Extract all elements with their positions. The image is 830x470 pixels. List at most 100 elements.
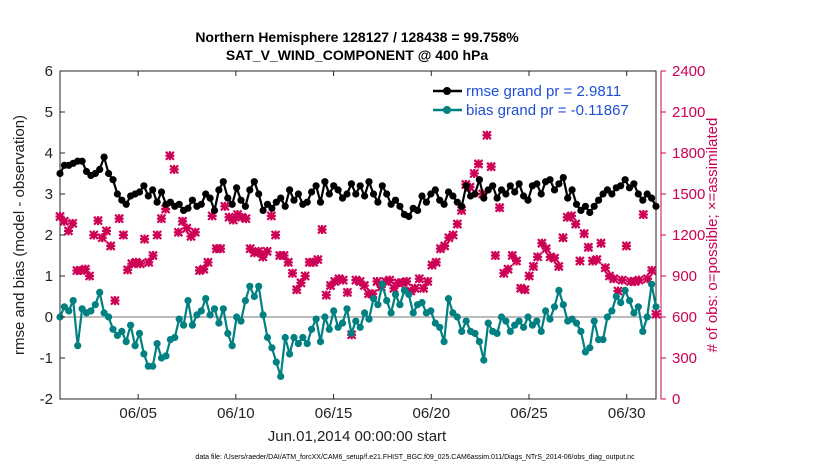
y-axis-ticks: -2 -1 0 1 2 3 4 5 6 xyxy=(40,63,65,408)
bias-point xyxy=(162,352,170,360)
rmse-point xyxy=(347,180,355,188)
obs-point xyxy=(494,202,505,213)
bias-point xyxy=(352,317,360,325)
obs-point xyxy=(118,230,129,240)
x-axis-ticks: 06/05 06/10 06/15 06/20 06/25 06/30 xyxy=(119,71,645,422)
rmse-point xyxy=(237,196,245,204)
rmse-point xyxy=(286,186,294,194)
bias-point xyxy=(69,297,77,305)
y-tick-label: 1 xyxy=(45,268,53,285)
x-tick-label: 06/20 xyxy=(413,405,451,422)
obs-point xyxy=(156,213,167,224)
bias-point xyxy=(590,317,598,325)
bias-point xyxy=(586,344,594,352)
bias-point xyxy=(325,325,333,333)
bias-point xyxy=(383,297,391,305)
rmse-point xyxy=(135,188,144,196)
bias-point xyxy=(612,292,620,301)
bias-point xyxy=(268,344,276,352)
rmse-point xyxy=(241,202,249,210)
rmse-point xyxy=(621,176,629,184)
y-tick-label: -1 xyxy=(40,350,53,367)
y-tick-label: 5 xyxy=(45,104,53,121)
rmse-point xyxy=(533,180,541,188)
bias-line xyxy=(58,282,658,377)
obs-point xyxy=(617,275,627,285)
obs-point xyxy=(59,216,70,227)
obs-point xyxy=(84,271,95,281)
rmse-point xyxy=(277,194,285,202)
rmse-point xyxy=(405,212,413,221)
bias-point xyxy=(175,315,183,323)
rmse-point xyxy=(568,186,576,194)
data-file-footnote: data file: /Users/raeder/DAI/ATM_forcXX/… xyxy=(195,454,635,461)
rmse-point xyxy=(96,165,104,173)
bias-point xyxy=(630,309,638,317)
rmse-point xyxy=(316,198,325,206)
bias-point xyxy=(312,315,320,323)
x-axis-label: Jun.01,2014 00:00:00 start xyxy=(268,428,447,445)
obs-point xyxy=(414,273,425,284)
y-right-tick-label: 0 xyxy=(672,391,680,408)
obs-point xyxy=(651,309,661,320)
bias-point xyxy=(555,286,563,294)
bias-point xyxy=(308,325,316,333)
rmse-point xyxy=(511,188,519,196)
rmse-point xyxy=(78,157,86,165)
obs-point xyxy=(600,263,611,273)
obs-point xyxy=(558,232,568,243)
legend-rmse-label: rmse grand pr = 2.9811 xyxy=(466,83,621,100)
obs-point xyxy=(520,284,530,295)
obs-point xyxy=(283,257,294,268)
legend-bias-label: bias grand pr = -0.11867 xyxy=(466,102,629,119)
y-right-tick-label: 1200 xyxy=(672,227,705,244)
bias-point xyxy=(356,323,364,331)
rmse-point xyxy=(524,196,532,204)
bias-point xyxy=(180,321,188,329)
bias-point xyxy=(65,307,73,315)
obs-point xyxy=(89,230,99,240)
rmse-point xyxy=(634,190,642,198)
rmse-point xyxy=(290,196,298,204)
obs-point xyxy=(296,278,306,288)
obs-point xyxy=(182,223,192,233)
y-tick-label: 6 xyxy=(45,63,53,80)
bias-point xyxy=(546,315,554,323)
obs-point xyxy=(524,271,534,281)
bias-point xyxy=(533,317,541,325)
bias-point xyxy=(321,313,329,321)
obs-point xyxy=(634,275,644,285)
y-tick-label: 4 xyxy=(45,145,53,162)
bias-point xyxy=(91,301,99,309)
obs-point xyxy=(448,230,458,240)
rmse-point xyxy=(590,202,598,210)
obs-point xyxy=(173,227,184,238)
rmse-point xyxy=(224,194,232,202)
rmse-point xyxy=(175,200,183,208)
y-right-tick-label: 1500 xyxy=(672,186,705,203)
bias-point xyxy=(524,313,532,321)
bias-point xyxy=(219,305,227,313)
x-tick-label: 06/10 xyxy=(217,405,255,422)
bias-point xyxy=(577,327,585,335)
bias-point xyxy=(378,280,386,288)
y-tick-label: 0 xyxy=(45,309,53,326)
rmse-point xyxy=(515,180,523,188)
obs-point xyxy=(241,213,251,224)
bias-point xyxy=(502,317,510,325)
obs-point xyxy=(452,219,463,229)
obs-point xyxy=(532,252,543,262)
rmse-point xyxy=(343,190,351,198)
obs-point xyxy=(190,227,201,238)
bias-point xyxy=(391,290,400,298)
obs-point xyxy=(431,257,441,268)
obs-point xyxy=(93,215,103,226)
rmse-point xyxy=(396,202,404,210)
rmse-point xyxy=(246,186,254,194)
obs-point xyxy=(338,275,348,285)
rmse-point xyxy=(215,186,223,194)
rmse-point xyxy=(206,194,214,202)
legend-rmse-marker xyxy=(443,87,451,95)
bias-point xyxy=(480,356,488,364)
rmse-point xyxy=(639,196,647,204)
